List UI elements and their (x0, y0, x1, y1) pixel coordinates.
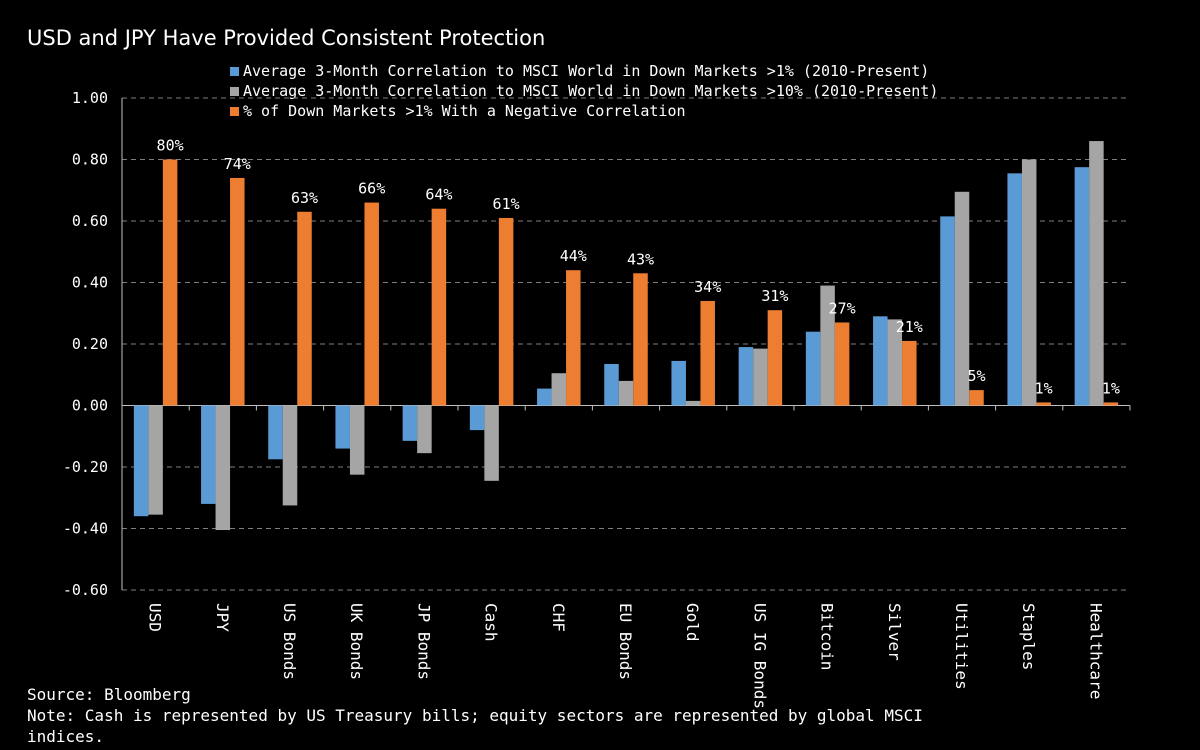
bar-series-2-uk-bonds (349, 405, 365, 475)
bar-series-1-us-ig-bonds (738, 347, 754, 406)
bar-series-1-silver (873, 316, 888, 406)
source-note: Source: Bloomberg (27, 685, 191, 704)
bar-series-1-bitcoin (805, 331, 821, 406)
y-tick-label: 0.00 (72, 397, 108, 415)
x-category-label: JPY (213, 603, 232, 632)
legend-item-series-2: Average 3-Month Correlation to MSCI Worl… (230, 81, 938, 101)
bar-series-3-eu-bonds (633, 273, 648, 406)
bar-series-2-usd (148, 405, 163, 515)
bar-series-2-staples (1021, 159, 1037, 406)
data-label: 34% (694, 278, 721, 296)
chart-title: USD and JPY Have Provided Consistent Pro… (27, 26, 546, 50)
bar-series-3-jp-bonds (431, 208, 447, 406)
bar-series-2-utilities (954, 191, 970, 406)
bar-series-3-staples (1036, 402, 1051, 406)
bar-series-2-bitcoin (820, 285, 835, 406)
data-label: 66% (358, 180, 385, 198)
x-category-label: Staples (1019, 603, 1038, 670)
bar-series-3-silver (902, 340, 917, 406)
data-label: 1% (1035, 379, 1053, 397)
data-label: 21% (896, 318, 923, 336)
legend-swatch-series-1 (230, 66, 239, 76)
bar-series-3-healthcare (1103, 402, 1119, 406)
bar-series-2-us-ig-bonds (753, 348, 768, 406)
data-label: 43% (627, 250, 654, 268)
bar-series-2-cash (484, 405, 499, 481)
x-category-label: Cash (482, 603, 501, 642)
data-label: 64% (425, 186, 452, 204)
bar-series-2-gold (685, 400, 701, 406)
y-tick-label: -0.20 (63, 458, 108, 476)
y-tick-label: 0.80 (72, 151, 108, 169)
y-tick-label: 0.40 (72, 274, 108, 292)
bar-series-3-gold (700, 300, 715, 406)
bar-series-1-healthcare (1074, 167, 1090, 406)
bar-series-2-chf (551, 373, 567, 406)
data-label: 5% (967, 367, 985, 385)
bar-series-1-jp-bonds (402, 405, 418, 441)
legend-swatch-series-2 (230, 86, 239, 96)
bar-series-1-us-bonds (268, 405, 283, 460)
x-category-label: US IG Bonds (750, 603, 769, 709)
data-label: 44% (560, 247, 587, 265)
data-label: 63% (291, 189, 318, 207)
chart-legend: Average 3-Month Correlation to MSCI Worl… (230, 61, 938, 121)
bar-series-3-bitcoin (834, 322, 850, 406)
legend-label-series-3: % of Down Markets >1% With a Negative Co… (243, 102, 686, 120)
bar-series-1-gold (671, 360, 686, 406)
bar-series-1-cash (469, 405, 485, 431)
bar-series-3-uk-bonds (364, 202, 379, 406)
x-category-label: USD (146, 603, 165, 632)
bar-series-3-jpy (230, 177, 245, 406)
legend-item-series-3: % of Down Markets >1% With a Negative Co… (230, 101, 938, 121)
legend-item-series-1: Average 3-Month Correlation to MSCI Worl… (230, 61, 938, 81)
x-category-label: Healthcare (1086, 603, 1105, 699)
data-label: 74% (224, 155, 251, 173)
bar-series-1-eu-bonds (604, 363, 619, 406)
bar-series-2-silver (887, 319, 903, 406)
legend-label-series-2: Average 3-Month Correlation to MSCI Worl… (243, 82, 939, 100)
data-label: 80% (157, 137, 184, 155)
bar-series-3-utilities (969, 390, 984, 406)
data-label: 27% (829, 299, 856, 317)
bar-series-3-cash (498, 217, 514, 406)
y-tick-label: 0.20 (72, 335, 108, 353)
bar-series-1-jpy (201, 405, 216, 504)
x-category-label: Utilities (952, 603, 971, 690)
data-label: 61% (493, 195, 520, 213)
methodology-note: Note: Cash is represented by US Treasury… (27, 706, 923, 746)
bar-series-3-us-ig-bonds (767, 310, 783, 406)
bar-series-2-jp-bonds (417, 405, 432, 454)
bar-series-3-us-bonds (297, 211, 312, 406)
x-category-label: Gold (683, 603, 702, 642)
legend-swatch-series-3 (230, 106, 239, 116)
bar-series-3-chf (566, 270, 581, 406)
bar-series-1-usd (133, 405, 149, 517)
bar-series-2-eu-bonds (618, 380, 634, 406)
legend-label-series-1: Average 3-Month Correlation to MSCI Worl… (243, 62, 930, 80)
bar-series-1-staples (1007, 173, 1022, 406)
bar-series-2-healthcare (1089, 141, 1104, 406)
bar-series-3-usd (162, 159, 178, 406)
data-label: 31% (761, 287, 788, 305)
x-category-label: UK Bonds (347, 603, 366, 680)
bar-series-1-chf (537, 388, 552, 406)
y-tick-label: 1.00 (72, 89, 108, 107)
y-tick-label: 0.60 (72, 212, 108, 230)
bar-series-1-uk-bonds (335, 405, 350, 449)
x-category-label: CHF (549, 603, 568, 632)
x-category-label: Silver (885, 603, 904, 661)
x-category-label: EU Bonds (616, 603, 635, 680)
bar-series-1-utilities (940, 216, 955, 406)
bar-series-2-jpy (215, 405, 231, 531)
data-label: 1% (1102, 379, 1120, 397)
x-category-label: JP Bonds (414, 603, 433, 680)
x-category-label: US Bonds (280, 603, 299, 680)
bar-series-2-us-bonds (282, 405, 298, 506)
x-category-label: Bitcoin (818, 603, 837, 670)
y-tick-label: -0.60 (63, 581, 108, 599)
y-tick-label: -0.40 (63, 520, 108, 538)
chart-footer: Source: Bloomberg Note: Cash is represen… (27, 684, 1007, 747)
